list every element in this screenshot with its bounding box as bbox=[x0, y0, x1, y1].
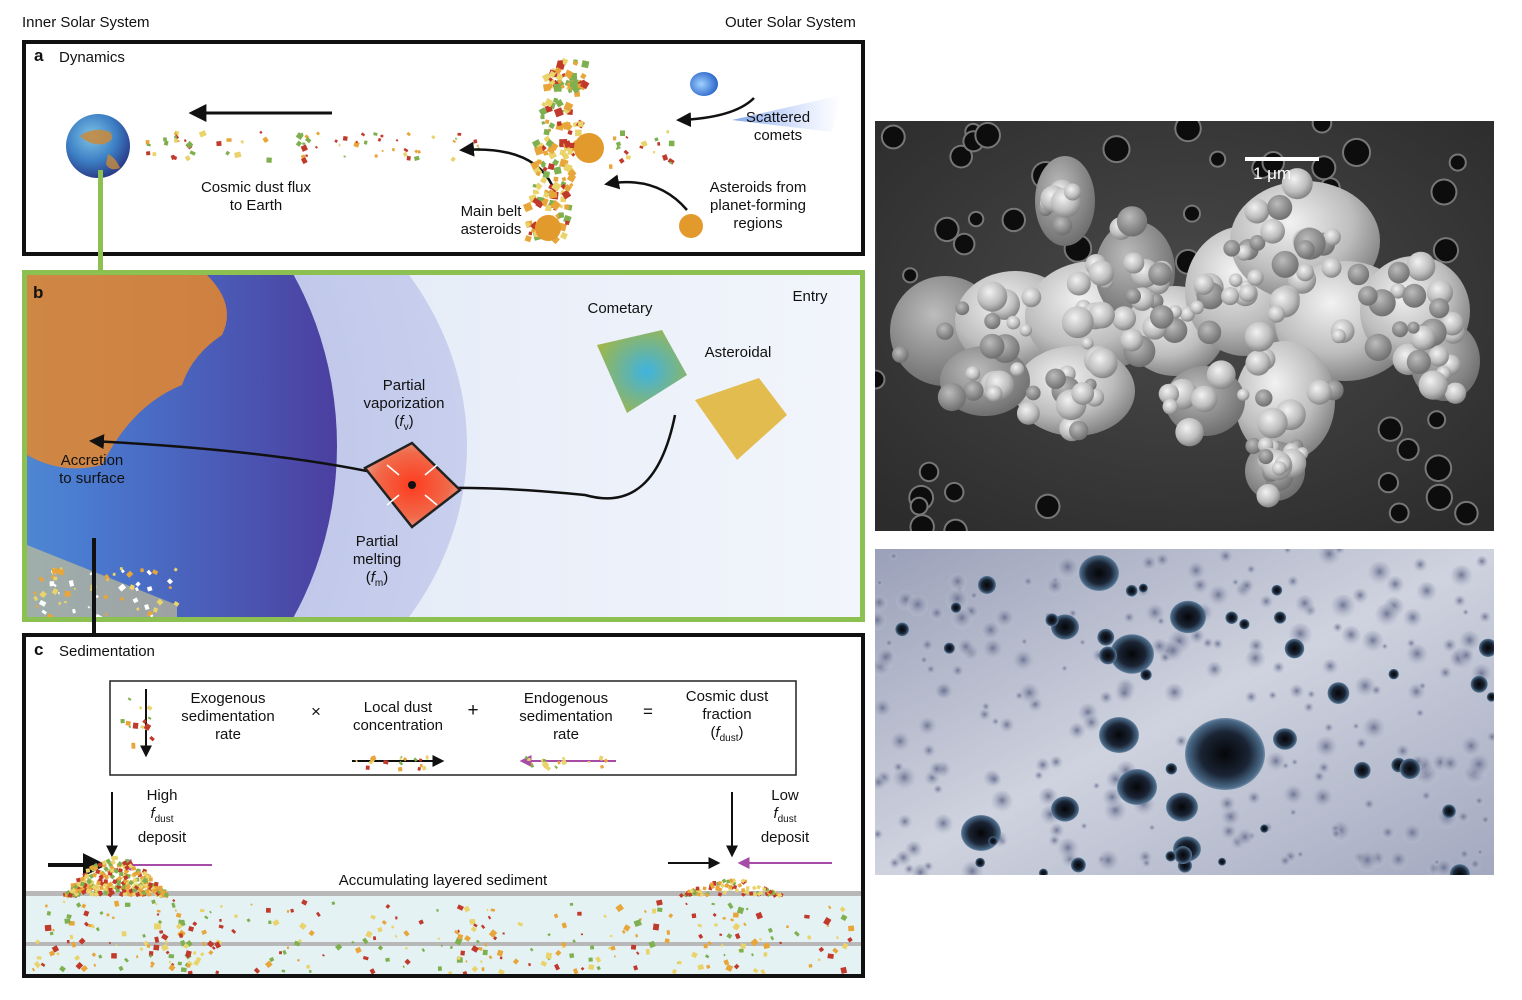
comet-icon bbox=[690, 72, 718, 96]
panel-a-title: Dynamics bbox=[59, 49, 125, 66]
outer-solar-system-label: Outer Solar System bbox=[725, 14, 856, 31]
panel-c-title: Sedimentation bbox=[59, 643, 155, 660]
panel-a-letter: a bbox=[34, 46, 44, 65]
main-belt-asteroids-label: Main belt asteroids bbox=[460, 203, 522, 238]
planet-forming-asteroid-icon bbox=[679, 214, 703, 238]
panel-a-dynamics bbox=[22, 40, 865, 256]
low-deposit-pile bbox=[678, 877, 784, 898]
porous-surface-photo bbox=[875, 549, 1494, 875]
times-symbol: × bbox=[311, 702, 321, 721]
panel-a-art bbox=[66, 57, 842, 245]
scale-bar-label: 1 μm bbox=[1253, 164, 1292, 183]
high-deposit-pile bbox=[62, 855, 170, 899]
local-dust-label: Local dust concentration bbox=[352, 699, 444, 734]
asteroid-belt-particles bbox=[522, 57, 590, 245]
asteroidal-particle-icon bbox=[695, 378, 787, 460]
accumulating-sediment-label: Accumulating layered sediment bbox=[338, 872, 548, 889]
surface-dust-particles bbox=[33, 567, 180, 617]
entry-label: Entry bbox=[792, 288, 828, 305]
panel-c-letter: c bbox=[34, 640, 44, 659]
cosmic-dust-fraction-label: Cosmic dust fraction (fdust) bbox=[685, 688, 769, 744]
partial-vaporization-label: Partial vaporization (fv) bbox=[363, 377, 445, 433]
cometary-particle-icon bbox=[597, 330, 687, 413]
inner-solar-system-label: Inner Solar System bbox=[22, 14, 150, 31]
cometary-label: Cometary bbox=[587, 300, 653, 317]
low-fdust-deposit-label: Low fdust deposit bbox=[760, 787, 810, 846]
asteroids-from-planet-forming-regions-label: Asteroids from planet-forming regions bbox=[709, 179, 807, 232]
panel-c-sedimentation bbox=[22, 633, 865, 978]
main-belt-asteroid-icon bbox=[535, 215, 561, 241]
plus-symbol: + bbox=[467, 700, 479, 721]
cosmic-dust-flux-label: Cosmic dust flux to Earth bbox=[200, 179, 312, 214]
equation-box bbox=[109, 680, 797, 776]
sediment-particles bbox=[31, 899, 855, 974]
green-connector bbox=[98, 170, 103, 272]
black-connector bbox=[92, 538, 96, 636]
scattered-comets-label: Scattered comets bbox=[745, 109, 811, 144]
equals-symbol: = bbox=[643, 702, 653, 721]
high-fdust-deposit-label: High fdust deposit bbox=[137, 787, 187, 846]
panel-b-entry bbox=[22, 270, 865, 622]
endogenous-rate-label: Endogenous sedimentation rate bbox=[519, 690, 613, 743]
earth-icon bbox=[66, 114, 130, 178]
entry-trajectory bbox=[419, 414, 677, 500]
partial-melting-label: Partial melting (fm) bbox=[352, 533, 402, 589]
exogenous-rate-label: Exogenous sedimentation rate bbox=[181, 690, 275, 743]
accretion-to-surface-label: Accretion to surface bbox=[59, 452, 125, 487]
sem-micrograph: 1 μm bbox=[875, 121, 1494, 531]
panel-b-letter: b bbox=[33, 283, 44, 302]
asteroidal-label: Asteroidal bbox=[704, 344, 772, 361]
